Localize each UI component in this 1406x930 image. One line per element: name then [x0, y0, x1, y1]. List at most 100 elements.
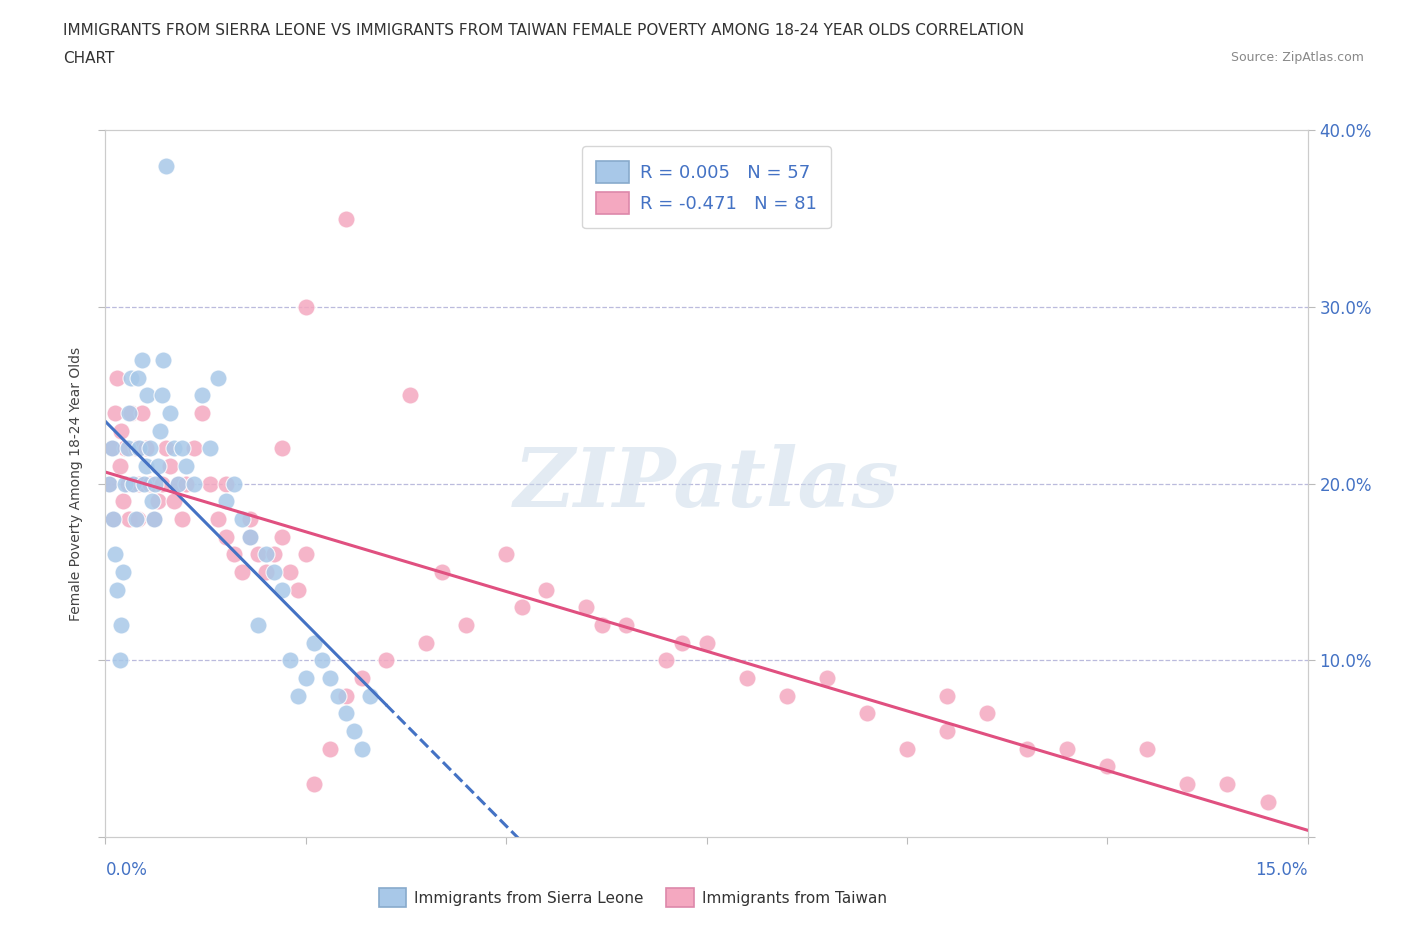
Point: [534, 582, 557, 597]
Point: [671, 635, 693, 650]
Point: [117, 441, 139, 456]
Point: [135, 441, 157, 456]
Point: [104, 547, 127, 562]
Point: [295, 547, 318, 562]
Point: [135, 458, 157, 473]
Point: [295, 671, 318, 685]
Point: [456, 618, 478, 632]
Point: [98, 476, 121, 491]
Point: [125, 441, 148, 456]
Point: [254, 565, 277, 579]
Point: [319, 741, 342, 756]
Point: [170, 441, 193, 456]
Point: [278, 565, 301, 579]
Point: [263, 547, 285, 562]
Point: [136, 388, 159, 403]
Point: [125, 512, 148, 526]
Point: [495, 547, 517, 562]
Point: [170, 512, 193, 526]
Point: [207, 512, 229, 526]
Point: [815, 671, 838, 685]
Point: [976, 706, 998, 721]
Point: [231, 565, 253, 579]
Point: [142, 512, 165, 526]
Point: [575, 600, 598, 615]
Point: [591, 618, 613, 632]
Point: [114, 441, 136, 456]
Point: [155, 158, 177, 173]
Point: [295, 299, 318, 314]
Text: Source: ZipAtlas.com: Source: ZipAtlas.com: [1230, 51, 1364, 64]
Point: [335, 706, 357, 721]
Point: [131, 352, 153, 367]
Point: [231, 512, 253, 526]
Point: [110, 618, 132, 632]
Point: [146, 458, 169, 473]
Point: [936, 688, 959, 703]
Point: [127, 512, 149, 526]
Point: [150, 476, 173, 491]
Legend: Immigrants from Sierra Leone, Immigrants from Taiwan: Immigrants from Sierra Leone, Immigrants…: [373, 883, 893, 913]
Point: [118, 512, 141, 526]
Point: [110, 423, 132, 438]
Point: [335, 688, 357, 703]
Point: [222, 476, 245, 491]
Point: [190, 388, 212, 403]
Text: IMMIGRANTS FROM SIERRA LEONE VS IMMIGRANTS FROM TAIWAN FEMALE POVERTY AMONG 18-2: IMMIGRANTS FROM SIERRA LEONE VS IMMIGRAN…: [63, 23, 1025, 38]
Point: [155, 441, 177, 456]
Point: [118, 405, 141, 420]
Point: [107, 370, 129, 385]
Point: [263, 565, 285, 579]
Point: [128, 476, 150, 491]
Point: [104, 405, 127, 420]
Point: [150, 388, 173, 403]
Point: [319, 671, 342, 685]
Point: [1097, 759, 1119, 774]
Point: [108, 458, 131, 473]
Point: [127, 370, 149, 385]
Text: 0.0%: 0.0%: [105, 860, 148, 879]
Point: [270, 529, 292, 544]
Point: [246, 547, 269, 562]
Point: [222, 547, 245, 562]
Point: [350, 671, 373, 685]
Point: [214, 494, 236, 509]
Point: [239, 529, 262, 544]
Point: [190, 405, 212, 420]
Point: [936, 724, 959, 738]
Point: [142, 512, 165, 526]
Point: [311, 653, 333, 668]
Point: [198, 441, 221, 456]
Point: [162, 494, 184, 509]
Point: [103, 512, 125, 526]
Point: [350, 741, 373, 756]
Point: [214, 529, 236, 544]
Point: [655, 653, 678, 668]
Point: [143, 476, 166, 491]
Point: [108, 653, 131, 668]
Point: [98, 476, 121, 491]
Point: [430, 565, 453, 579]
Point: [101, 441, 124, 456]
Point: [270, 441, 292, 456]
Point: [198, 476, 221, 491]
Point: [326, 688, 349, 703]
Point: [101, 441, 124, 456]
Point: [359, 688, 381, 703]
Point: [166, 476, 188, 491]
Point: [162, 441, 184, 456]
Text: 15.0%: 15.0%: [1256, 860, 1308, 879]
Point: [1015, 741, 1038, 756]
Point: [1056, 741, 1078, 756]
Point: [107, 582, 129, 597]
Point: [214, 476, 236, 491]
Point: [270, 582, 292, 597]
Point: [343, 724, 366, 738]
Point: [166, 476, 188, 491]
Point: [112, 565, 135, 579]
Point: [174, 476, 197, 491]
Point: [183, 476, 205, 491]
Point: [287, 582, 309, 597]
Point: [207, 370, 229, 385]
Point: [141, 494, 163, 509]
